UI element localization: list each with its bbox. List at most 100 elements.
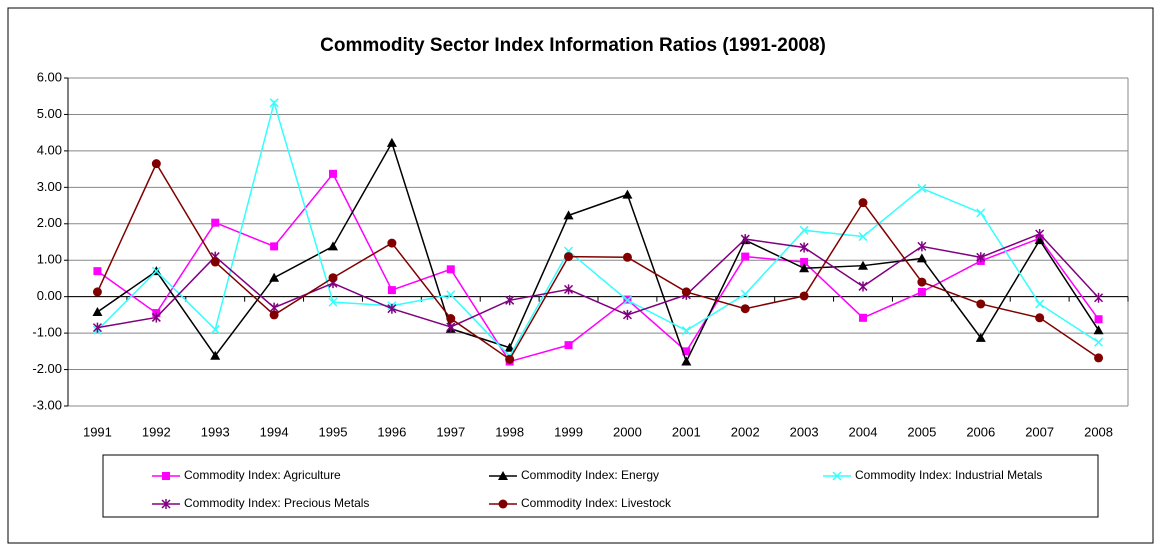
legend-label: Commodity Index: Industrial Metals <box>855 468 1042 482</box>
y-tick-label: 6.00 <box>37 69 62 84</box>
data-point <box>93 267 102 276</box>
y-tick-label: 4.00 <box>37 142 62 157</box>
data-point <box>210 350 221 360</box>
data-point <box>564 284 574 295</box>
x-tick-label: 2004 <box>849 424 878 439</box>
data-point <box>1094 292 1104 303</box>
x-tick-label: 1995 <box>319 424 348 439</box>
data-point <box>799 291 809 301</box>
data-point <box>681 287 691 297</box>
data-point <box>858 281 868 292</box>
series-line <box>96 99 1099 358</box>
y-tick-label: 0.00 <box>37 288 62 303</box>
y-tick-label: 5.00 <box>37 106 62 121</box>
data-point <box>328 241 338 251</box>
data-point <box>1034 235 1045 245</box>
legend-label: Commodity Index: Precious Metals <box>184 496 369 510</box>
data-point <box>916 253 927 263</box>
data-point <box>1093 325 1104 335</box>
chart-title: Commodity Sector Index Information Ratio… <box>320 35 826 56</box>
x-tick-label: 2000 <box>613 424 642 439</box>
legend-marker <box>498 471 508 480</box>
x-tick-label: 1994 <box>260 424 289 439</box>
data-point <box>387 303 397 314</box>
x-tick-label: 1997 <box>436 424 465 439</box>
data-point <box>92 306 103 316</box>
data-point <box>564 341 573 350</box>
data-point <box>211 218 220 227</box>
data-point <box>386 137 397 147</box>
series-line <box>97 172 1100 363</box>
data-point <box>799 225 809 235</box>
x-tick-label: 2005 <box>907 424 936 439</box>
data-point <box>329 169 337 178</box>
y-tick-label: 2.00 <box>37 215 62 230</box>
data-point <box>681 326 691 336</box>
data-point <box>1094 315 1103 324</box>
data-point <box>800 258 809 267</box>
data-point <box>976 208 986 218</box>
legend-marker <box>832 471 842 481</box>
data-point <box>1094 337 1104 347</box>
data-point <box>622 252 632 262</box>
legend-marker <box>162 472 170 480</box>
x-tick-label: 2006 <box>966 424 995 439</box>
data-point <box>917 183 927 193</box>
data-point <box>1035 228 1045 239</box>
y-tick-label: 1.00 <box>37 252 62 267</box>
x-tick-label: 2003 <box>790 424 819 439</box>
legend-marker <box>161 499 171 509</box>
data-point <box>799 263 810 273</box>
x-tick-label: 2008 <box>1084 424 1113 439</box>
data-point <box>504 342 515 352</box>
data-point <box>563 210 574 220</box>
data-point <box>446 321 456 332</box>
data-point <box>505 354 515 364</box>
data-point <box>446 290 456 300</box>
data-point <box>975 332 986 342</box>
legend-marker <box>498 499 508 509</box>
x-tick-label: 1993 <box>201 424 230 439</box>
data-point <box>269 272 280 282</box>
series-line <box>97 233 1100 329</box>
data-point <box>1094 353 1104 363</box>
data-point <box>917 241 927 252</box>
y-tick-label: -1.00 <box>32 325 62 340</box>
data-point <box>270 242 279 251</box>
data-point <box>740 289 750 299</box>
data-point <box>740 234 750 245</box>
data-point <box>387 286 396 295</box>
data-point <box>151 266 161 276</box>
x-tick-label: 1992 <box>142 424 171 439</box>
data-point <box>210 324 220 334</box>
data-point <box>681 356 692 366</box>
data-point <box>976 299 986 309</box>
data-point <box>269 310 279 320</box>
data-point <box>858 232 868 242</box>
data-point <box>505 295 515 306</box>
data-point <box>858 198 868 208</box>
legend-box <box>102 454 1099 518</box>
legend-label: Commodity Index: Energy <box>521 468 659 482</box>
x-tick-label: 2007 <box>1025 424 1054 439</box>
data-point <box>741 252 750 261</box>
data-point <box>328 297 338 307</box>
legend-label: Commodity Index: Livestock <box>521 496 672 510</box>
x-tick-label: 1998 <box>495 424 524 439</box>
data-point <box>740 304 750 314</box>
x-tick-label: 1996 <box>377 424 406 439</box>
x-tick-label: 2002 <box>731 424 760 439</box>
data-point <box>210 257 220 267</box>
y-tick-label: -3.00 <box>32 397 62 412</box>
data-point <box>799 242 809 253</box>
data-point <box>917 277 927 287</box>
data-point <box>1035 313 1045 323</box>
data-point <box>387 238 397 248</box>
data-point <box>859 313 867 322</box>
series-line <box>96 162 1099 361</box>
data-point <box>976 252 986 263</box>
data-point <box>622 189 633 199</box>
data-point <box>622 295 632 305</box>
y-tick-label: 3.00 <box>37 179 62 194</box>
